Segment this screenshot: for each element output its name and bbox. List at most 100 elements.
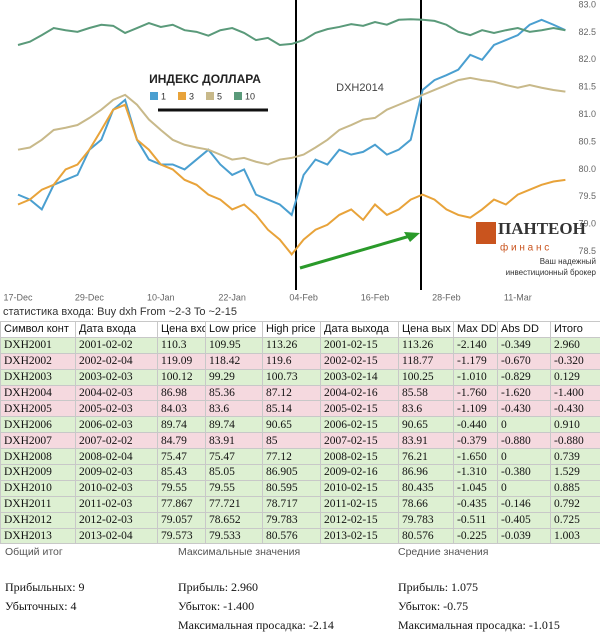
table-cell: 2006-02-15 bbox=[321, 417, 399, 433]
table-cell: 100.12 bbox=[158, 369, 206, 385]
table-cell: 78.66 bbox=[399, 496, 454, 512]
summary-line: Максимальная просадка: -2.14 bbox=[178, 618, 334, 637]
header-cell: Итого bbox=[551, 322, 600, 338]
y-tick-label: 79.5 bbox=[578, 191, 596, 201]
table-cell: 0 bbox=[498, 480, 551, 496]
table-cell: 86.96 bbox=[399, 465, 454, 481]
x-tick-label: 10-Jan bbox=[147, 292, 175, 302]
legend-label: 10 bbox=[245, 91, 255, 101]
table-cell: 89.74 bbox=[206, 417, 263, 433]
logo-line: инвестиционный брокер bbox=[506, 268, 597, 277]
table-cell: 75.47 bbox=[158, 449, 206, 465]
table-cell: 85.36 bbox=[206, 385, 263, 401]
table-cell: 113.26 bbox=[263, 337, 321, 353]
table-cell: 2001-02-15 bbox=[321, 337, 399, 353]
table-cell: 87.12 bbox=[263, 385, 321, 401]
table-cell: DXH2013 bbox=[1, 528, 76, 544]
summary-line: Прибыль: 2.960 bbox=[178, 580, 334, 599]
y-tick-label: 80.5 bbox=[578, 136, 596, 146]
table-cell: 83.6 bbox=[206, 401, 263, 417]
table-cell: -0.511 bbox=[454, 512, 498, 528]
logo-name: ПАНТЕОН bbox=[498, 219, 586, 238]
x-tick-label: 16-Feb bbox=[361, 292, 390, 302]
table-cell: 79.783 bbox=[263, 512, 321, 528]
table-cell: -1.179 bbox=[454, 353, 498, 369]
header-cell: Цена вход bbox=[158, 322, 206, 338]
table-cell: 1.529 bbox=[551, 465, 600, 481]
table-cell: 77.721 bbox=[206, 496, 263, 512]
y-tick-label: 82.0 bbox=[578, 54, 596, 64]
table-cell: -1.045 bbox=[454, 480, 498, 496]
summary-line: Убыток: -0.75 bbox=[398, 599, 560, 618]
table-cell: 2006-02-03 bbox=[76, 417, 158, 433]
table-cell: 85.43 bbox=[158, 465, 206, 481]
header-cell: Символ конт bbox=[1, 322, 76, 338]
series-line bbox=[18, 20, 565, 215]
table-cell: 2003-02-03 bbox=[76, 369, 158, 385]
table-cell: 85.05 bbox=[206, 465, 263, 481]
table-cell: DXH2003 bbox=[1, 369, 76, 385]
table-cell: 2004-02-03 bbox=[76, 385, 158, 401]
x-tick-label: 29-Dec bbox=[75, 292, 105, 302]
table-cell: DXH2006 bbox=[1, 417, 76, 433]
table-cell: -1.620 bbox=[498, 385, 551, 401]
table-cell: -1.760 bbox=[454, 385, 498, 401]
y-tick-label: 83.0 bbox=[578, 0, 596, 9]
table-cell: 79.057 bbox=[158, 512, 206, 528]
table-cell: -0.880 bbox=[498, 433, 551, 449]
table-cell: 77.12 bbox=[263, 449, 321, 465]
table-cell: 85 bbox=[263, 433, 321, 449]
table-cell: 89.74 bbox=[158, 417, 206, 433]
table-cell: -0.430 bbox=[498, 401, 551, 417]
table-cell: DXH2005 bbox=[1, 401, 76, 417]
table-cell: 2010-02-03 bbox=[76, 480, 158, 496]
table-cell: -0.430 bbox=[551, 401, 600, 417]
table-cell: 76.21 bbox=[399, 449, 454, 465]
summary-title: Общий итог bbox=[5, 546, 85, 558]
table-cell: DXH2010 bbox=[1, 480, 76, 496]
table-cell: 80.576 bbox=[263, 528, 321, 544]
header-cell: High price bbox=[263, 322, 321, 338]
table-cell: -0.880 bbox=[551, 433, 600, 449]
table-cell: 2001-02-02 bbox=[76, 337, 158, 353]
table-cell: DXH2007 bbox=[1, 433, 76, 449]
table-cell: 83.91 bbox=[206, 433, 263, 449]
header-cell: Цена вых bbox=[399, 322, 454, 338]
table-cell: 2007-02-15 bbox=[321, 433, 399, 449]
legend-swatch bbox=[178, 92, 186, 100]
table-cell: DXH2009 bbox=[1, 465, 76, 481]
table-cell: 0.725 bbox=[551, 512, 600, 528]
table-cell: 86.98 bbox=[158, 385, 206, 401]
table-cell: 119.6 bbox=[263, 353, 321, 369]
table-cell: 2005-02-15 bbox=[321, 401, 399, 417]
table-cell: -0.320 bbox=[551, 353, 600, 369]
table-cell: 84.03 bbox=[158, 401, 206, 417]
table-cell: 2007-02-02 bbox=[76, 433, 158, 449]
table-cell: 118.77 bbox=[399, 353, 454, 369]
y-tick-label: 78.5 bbox=[578, 246, 596, 256]
table-cell: -0.349 bbox=[498, 337, 551, 353]
header-cell: Дата входа bbox=[76, 322, 158, 338]
table-cell: 79.533 bbox=[206, 528, 263, 544]
table-cell: -0.670 bbox=[498, 353, 551, 369]
y-tick-label: 79.0 bbox=[578, 219, 596, 229]
table-cell: -0.146 bbox=[498, 496, 551, 512]
table-cell: -0.380 bbox=[498, 465, 551, 481]
x-tick-label: 17-Dec bbox=[3, 292, 33, 302]
summary-title: Максимальные значения bbox=[178, 546, 334, 558]
series-line bbox=[18, 78, 565, 165]
table-cell: -1.310 bbox=[454, 465, 498, 481]
table-cell: 109.95 bbox=[206, 337, 263, 353]
table-cell: DXH2004 bbox=[1, 385, 76, 401]
table-cell: 79.55 bbox=[158, 480, 206, 496]
table-cell: 83.6 bbox=[399, 401, 454, 417]
